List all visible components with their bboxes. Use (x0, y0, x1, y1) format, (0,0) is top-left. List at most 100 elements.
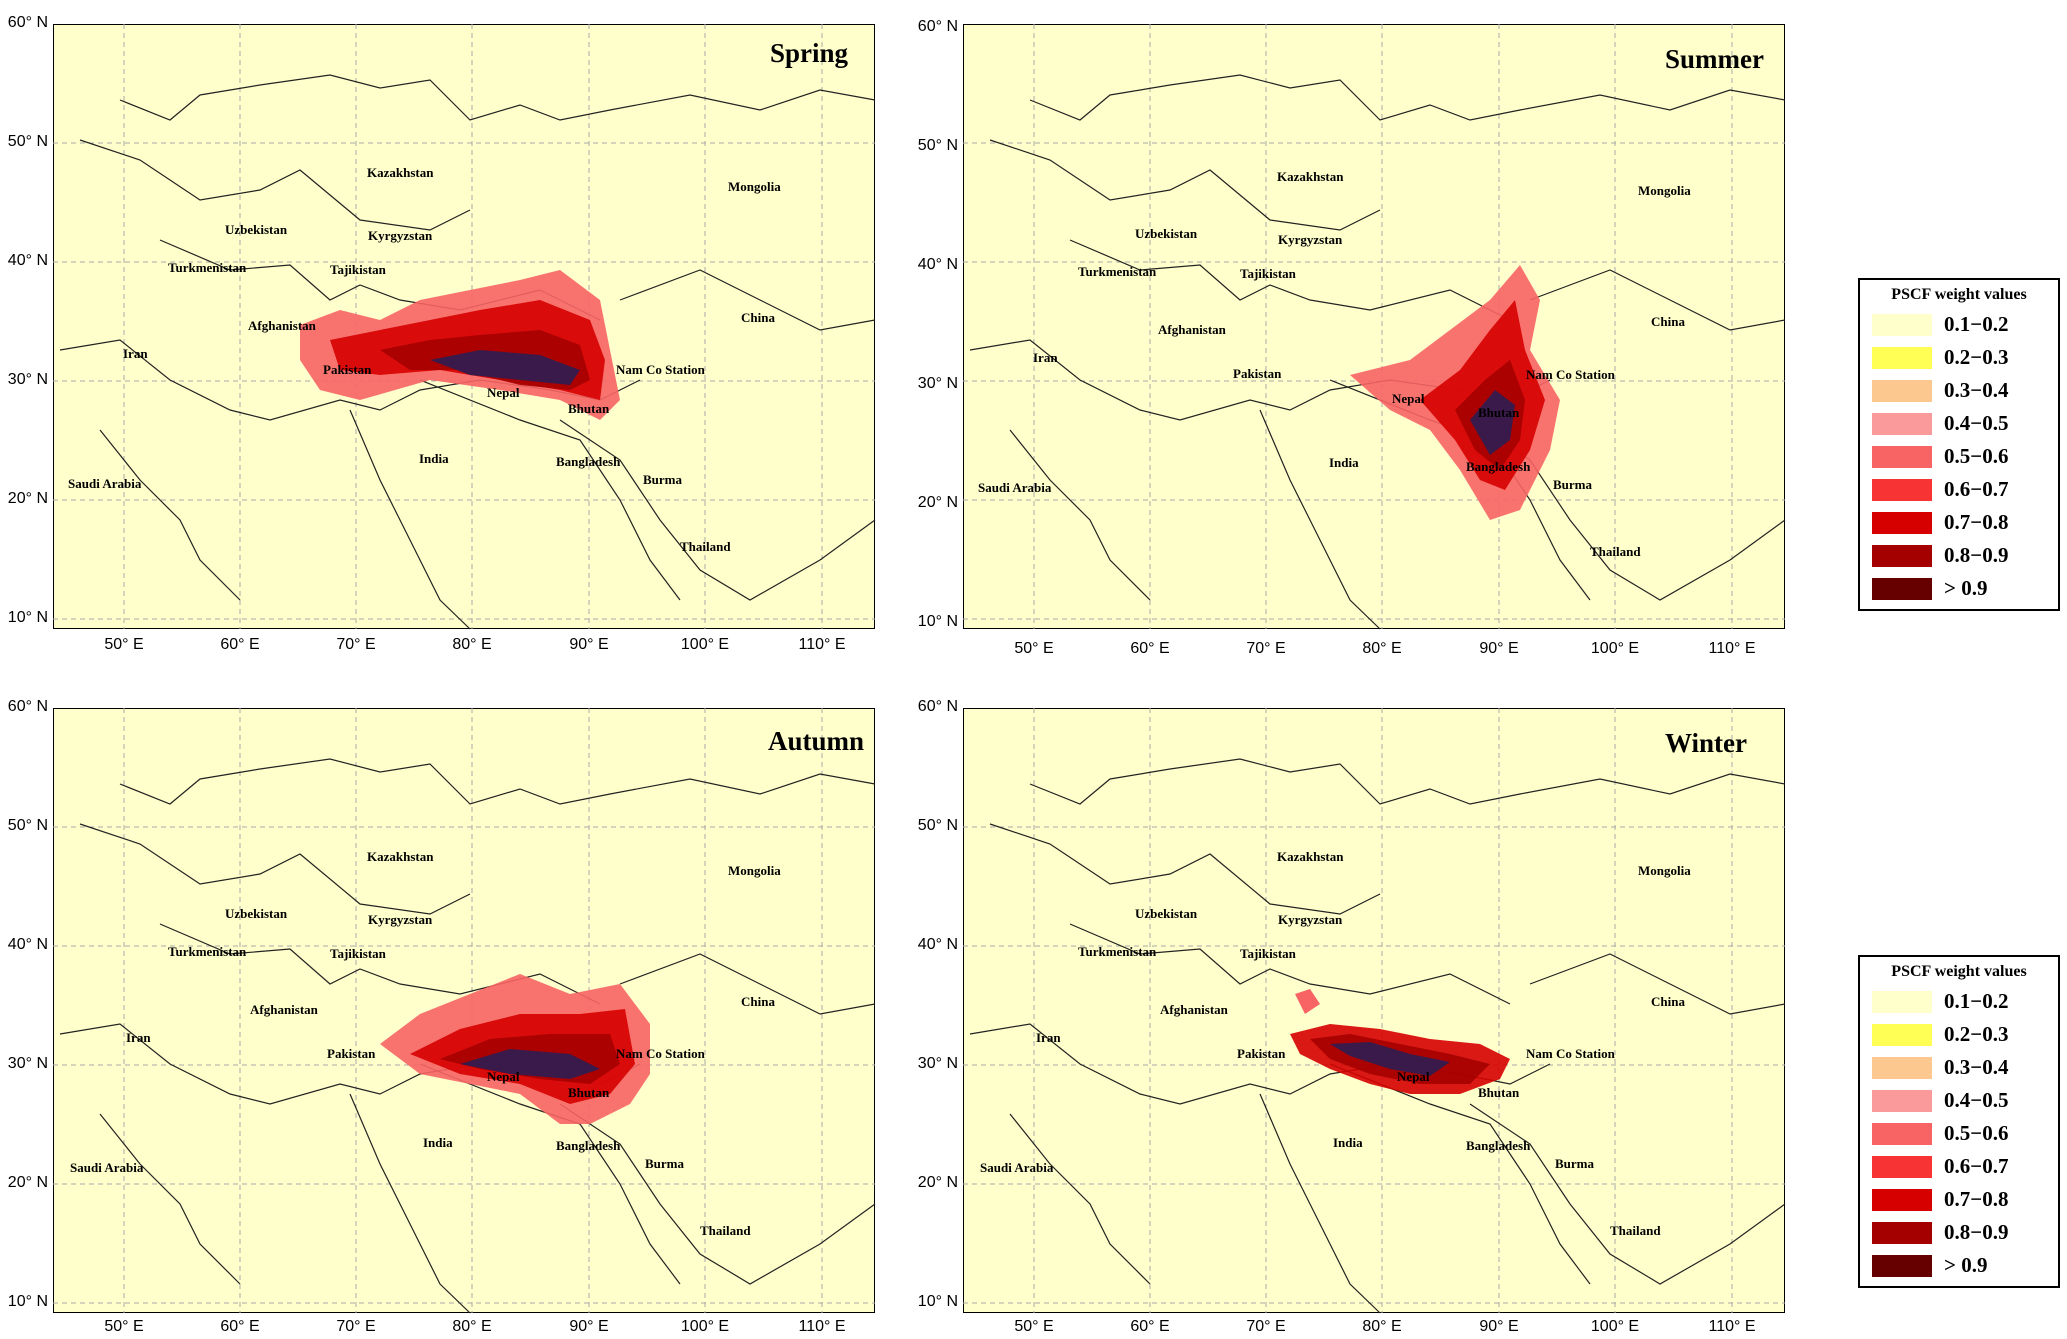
lat-label: 20° N (7, 490, 48, 507)
label-kazakhstan: Kazakhstan (367, 165, 434, 180)
label-tajikistan: Tajikistan (1240, 266, 1296, 281)
legend-label: 0.4−0.5 (1944, 411, 2009, 435)
lon-label: 100° E (1590, 640, 1640, 657)
lon-label: 110° E (1708, 1318, 1756, 1335)
label-kyrgyzstan: Kyrgyzstan (1278, 912, 1343, 927)
label-india: India (419, 451, 449, 466)
label-iran: Iran (126, 1030, 151, 1045)
legend-item: 0.4−0.5 (1860, 1084, 2058, 1117)
label-bhutan: Bhutan (1478, 1085, 1520, 1100)
lon-label: 80° E (1362, 1318, 1402, 1335)
lon-label: 110° E (798, 1318, 846, 1335)
label-nam-co: Nam Co Station (616, 362, 705, 377)
lon-label: 100° E (1590, 1318, 1640, 1335)
label-iran: Iran (1033, 350, 1058, 365)
legend-swatch (1872, 347, 1932, 369)
label-uzbekistan: Uzbekistan (1135, 226, 1198, 241)
map-frame (963, 24, 1785, 629)
lon-label: 70° E (1246, 1318, 1286, 1335)
label-mongolia: Mongolia (1638, 183, 1691, 198)
label-burma: Burma (1555, 1156, 1594, 1171)
label-thailand: Thailand (700, 1223, 751, 1238)
legend-swatch (1872, 446, 1932, 468)
label-nepal: Nepal (1392, 391, 1425, 406)
lat-label: 30° N (7, 371, 48, 388)
legend-label: 0.2−0.3 (1944, 1022, 2009, 1046)
legend-swatch (1872, 1255, 1932, 1277)
lon-label: 90° E (1479, 640, 1519, 657)
label-mongolia: Mongolia (1638, 863, 1691, 878)
lat-label: 60° N (917, 18, 958, 35)
legend-label: 0.1−0.2 (1944, 312, 2009, 336)
label-nepal: Nepal (487, 385, 520, 400)
lat-label: 40° N (917, 256, 958, 273)
legend-item: 0.1−0.2 (1860, 308, 2058, 341)
panel-winter: Winter 60° N 50° N 40° N 30° N 20° N 10°… (910, 684, 1810, 1339)
legend-swatch (1872, 1123, 1932, 1145)
label-thailand: Thailand (1590, 544, 1641, 559)
label-mongolia: Mongolia (728, 179, 781, 194)
lon-label: 90° E (569, 1318, 609, 1335)
label-nam-co: Nam Co Station (1526, 1046, 1615, 1061)
lat-label: 10° N (917, 1293, 958, 1310)
season-title: Autumn (768, 726, 865, 756)
panel-spring: Spring 60° N 50° N 40° N 30° N 20° N 10°… (0, 0, 900, 660)
legend-item: 0.3−0.4 (1860, 374, 2058, 407)
legend-bottom: PSCF weight values 0.1−0.2 0.2−0.3 0.3−0… (1858, 955, 2060, 1288)
lon-label: 80° E (452, 1318, 492, 1335)
label-tajikistan: Tajikistan (330, 262, 386, 277)
lon-label: 90° E (1479, 1318, 1519, 1335)
label-kazakhstan: Kazakhstan (1277, 849, 1344, 864)
legend-label: 0.8−0.9 (1944, 1220, 2009, 1244)
label-afghanistan: Afghanistan (250, 1002, 318, 1017)
lat-label: 60° N (7, 14, 48, 31)
label-kazakhstan: Kazakhstan (367, 849, 434, 864)
legend-swatch (1872, 380, 1932, 402)
label-afghanistan: Afghanistan (1160, 1002, 1228, 1017)
legend-item: 0.7−0.8 (1860, 506, 2058, 539)
label-afghanistan: Afghanistan (1158, 322, 1226, 337)
legend-label: > 0.9 (1944, 1253, 1988, 1277)
lon-label: 80° E (452, 636, 492, 653)
lat-label: 10° N (7, 1293, 48, 1310)
label-bangladesh: Bangladesh (556, 454, 621, 469)
lat-label: 40° N (7, 252, 48, 269)
label-bhutan: Bhutan (1478, 405, 1520, 420)
legend-item: > 0.9 (1860, 1249, 2058, 1282)
legend-label: 0.4−0.5 (1944, 1088, 2009, 1112)
lat-label: 60° N (7, 698, 48, 715)
lat-label: 50° N (917, 817, 958, 834)
legend-item: > 0.9 (1860, 572, 2058, 605)
label-uzbekistan: Uzbekistan (225, 906, 288, 921)
label-bangladesh: Bangladesh (1466, 1138, 1531, 1153)
lon-label: 110° E (798, 636, 846, 653)
map-svg (53, 24, 876, 630)
legend-swatch (1872, 479, 1932, 501)
lon-label: 110° E (1708, 640, 1756, 657)
legend-label: 0.2−0.3 (1944, 345, 2009, 369)
label-pakistan: Pakistan (1233, 366, 1282, 381)
label-turkmenistan: Turkmenistan (168, 260, 247, 275)
lat-label: 30° N (917, 1055, 958, 1072)
panel-summer: Summer 60° N 50° N 40° N 30° N 20° N 10°… (910, 0, 1810, 660)
legend-swatch (1872, 512, 1932, 534)
label-thailand: Thailand (680, 539, 731, 554)
label-saudi: Saudi Arabia (980, 1160, 1054, 1175)
label-saudi: Saudi Arabia (68, 476, 142, 491)
label-tajikistan: Tajikistan (1240, 946, 1296, 961)
lon-label: 50° E (104, 636, 144, 653)
panel-autumn: Autumn 60° N 50° N 40° N 30° N 20° N 10°… (0, 684, 900, 1339)
label-kazakhstan: Kazakhstan (1277, 169, 1344, 184)
legend-swatch (1872, 413, 1932, 435)
legend-swatch (1872, 1222, 1932, 1244)
map-svg (53, 708, 876, 1314)
lat-label: 50° N (7, 133, 48, 150)
legend-swatch (1872, 991, 1932, 1013)
legend-label: 0.7−0.8 (1944, 1187, 2009, 1211)
lat-label: 10° N (917, 613, 958, 630)
legend-label: 0.8−0.9 (1944, 543, 2009, 567)
lon-label: 70° E (336, 1318, 376, 1335)
label-uzbekistan: Uzbekistan (225, 222, 288, 237)
lon-label: 50° E (1014, 640, 1054, 657)
label-bhutan: Bhutan (568, 401, 610, 416)
